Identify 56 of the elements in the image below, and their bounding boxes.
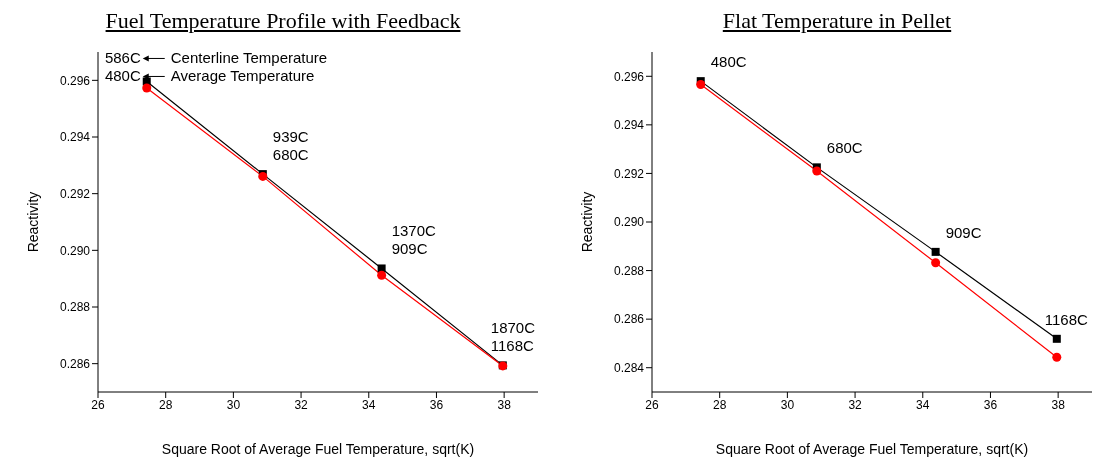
y-tick-label: 0.284: [613, 360, 645, 375]
point: [812, 166, 822, 176]
x-tick-label: 36: [429, 397, 444, 412]
annotation: 1168C: [490, 337, 535, 355]
y-axis-title: Reactivity: [24, 191, 41, 253]
y-tick-label: 0.292: [613, 166, 645, 181]
annotation: 1168C: [1044, 310, 1089, 328]
annotation: Average Temperature: [170, 67, 315, 85]
point: [696, 80, 706, 90]
point: [1052, 334, 1061, 343]
y-tick-label: 0.288: [59, 300, 91, 315]
x-axis-title: Square Root of Average Fuel Temperature, sqrt(K): [161, 441, 475, 457]
y-axis-title: Reactivity: [578, 191, 595, 253]
x-tick-label: 34: [362, 397, 376, 412]
x-tick-label: 30: [780, 397, 795, 412]
x-tick-label: 38: [497, 397, 512, 412]
point: [931, 247, 940, 256]
y-tick-label: 0.296: [613, 69, 645, 84]
x-tick-label: 30: [226, 397, 241, 412]
x-tick-label: 26: [91, 397, 105, 412]
x-tick-label: 38: [1051, 397, 1066, 412]
y-tick-label: 0.290: [613, 215, 645, 230]
annotation: 1870C: [490, 319, 536, 337]
x-tick-label: 28: [713, 397, 727, 412]
x-tick-label: 32: [848, 397, 863, 412]
annotation: 480C: [710, 53, 747, 71]
annotation: Centerline Temperature: [170, 49, 328, 67]
annotation: 909C: [945, 223, 982, 241]
x-tick-label: 28: [159, 397, 173, 412]
point: [142, 83, 152, 93]
annotation: 680C: [826, 139, 863, 157]
y-tick-label: 0.288: [613, 263, 645, 278]
y-tick-label: 0.286: [59, 356, 91, 371]
point: [1052, 352, 1062, 362]
point: [377, 264, 386, 273]
annotation: 909C: [391, 240, 428, 258]
y-tick-label: 0.296: [59, 73, 91, 88]
annotation: 680C: [272, 146, 309, 164]
y-tick-label: 0.292: [59, 186, 91, 201]
annotation: 586C: [104, 49, 141, 67]
chart-title: Flat Temperature in Pellet: [721, 8, 953, 35]
x-tick-label: 36: [983, 397, 998, 412]
y-tick-label: 0.286: [613, 312, 645, 327]
x-tick-label: 32: [294, 397, 309, 412]
annotation: 1370C: [391, 222, 436, 240]
x-tick-label: 34: [916, 397, 930, 412]
y-tick-label: 0.290: [59, 243, 91, 258]
y-tick-label: 0.294: [59, 130, 91, 145]
annotation: 480C: [104, 67, 141, 85]
annotation: 939C: [272, 128, 309, 146]
chart-title: Fuel Temperature Profile with Feedback: [104, 8, 462, 35]
x-tick-label: 26: [645, 397, 659, 412]
point: [377, 270, 387, 280]
point: [931, 258, 941, 268]
x-axis-title: Square Root of Average Fuel Temperature, sqrt(K): [715, 441, 1029, 457]
y-tick-label: 0.294: [613, 118, 645, 133]
